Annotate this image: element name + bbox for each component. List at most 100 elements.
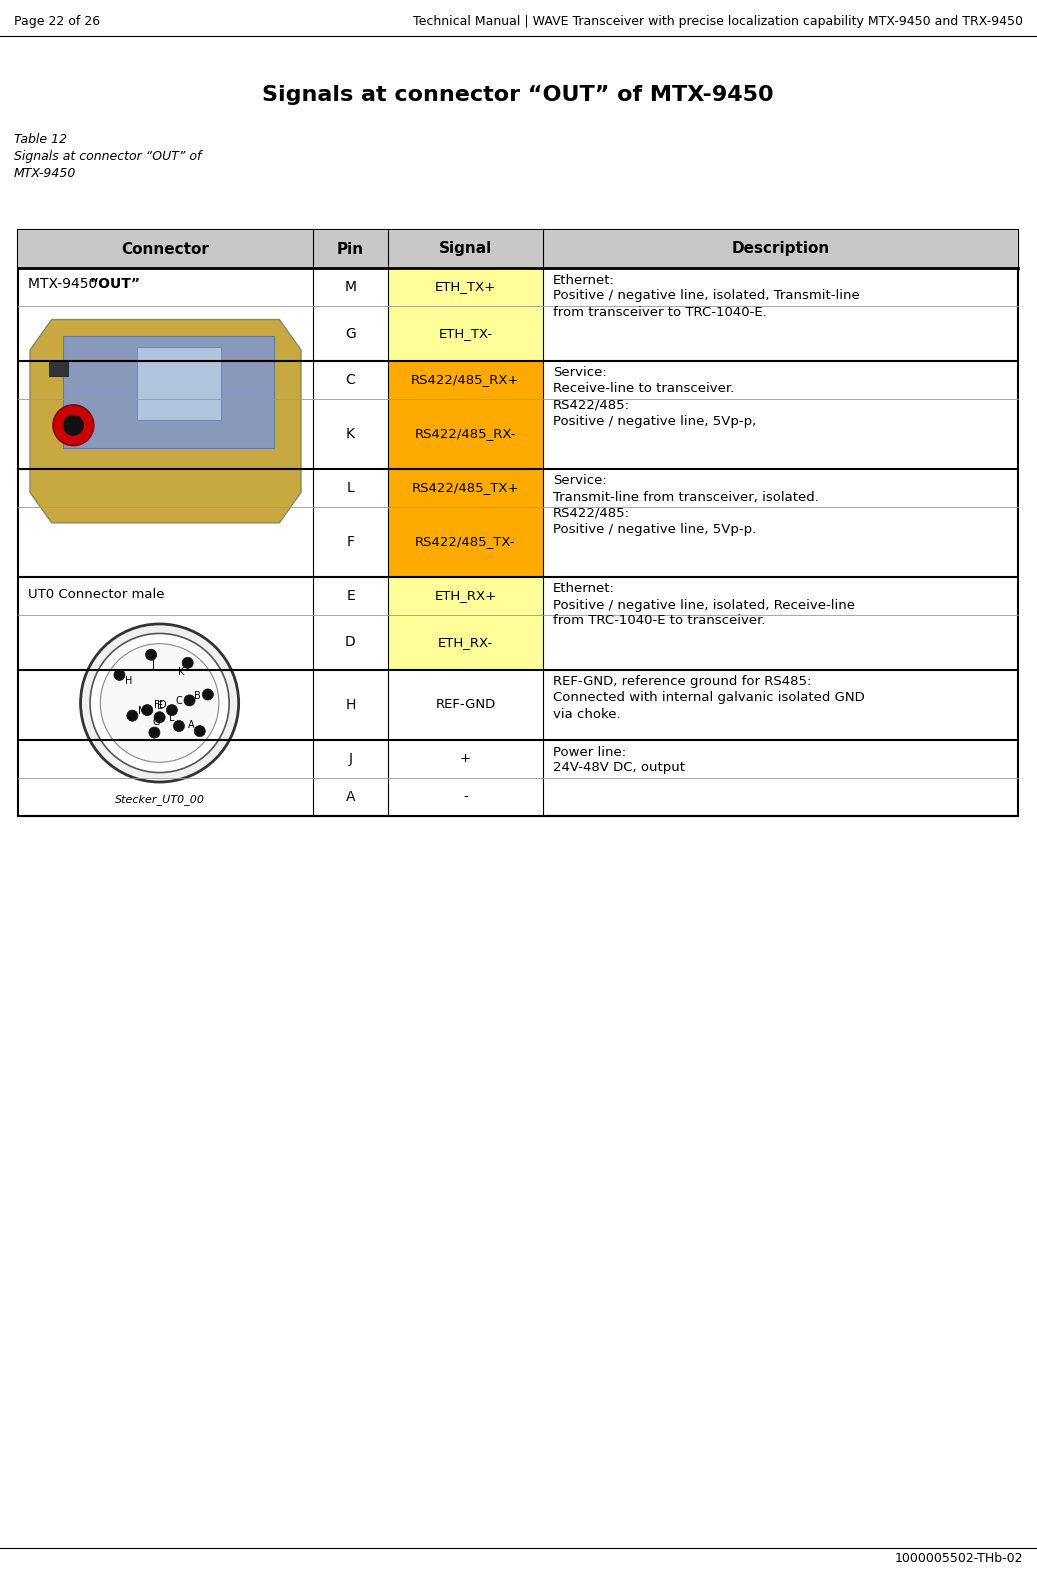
Text: from transceiver to TRC-1040-E.: from transceiver to TRC-1040-E.: [553, 306, 766, 319]
Bar: [388, 577, 543, 615]
Text: D: D: [345, 635, 356, 650]
Text: Signals at connector “OUT” of: Signals at connector “OUT” of: [15, 151, 201, 163]
Circle shape: [166, 704, 177, 715]
Text: J: J: [348, 752, 353, 766]
Text: G: G: [152, 717, 160, 726]
Text: E: E: [346, 588, 355, 602]
Text: RS422/485:: RS422/485:: [553, 507, 630, 519]
Text: Positive / negative line, isolated, Receive-line: Positive / negative line, isolated, Rece…: [553, 598, 854, 612]
Text: -: -: [464, 791, 468, 803]
Text: RS422/485_RX+: RS422/485_RX+: [412, 373, 520, 386]
Text: Service:: Service:: [553, 367, 607, 380]
Text: ETH_RX-: ETH_RX-: [438, 635, 494, 650]
Circle shape: [81, 624, 239, 781]
Text: RS422/485_TX+: RS422/485_TX+: [412, 482, 520, 494]
Text: K: K: [178, 667, 185, 676]
Text: RS422/485:: RS422/485:: [553, 399, 630, 411]
Bar: [388, 507, 543, 577]
Text: E: E: [157, 701, 163, 711]
Bar: [18, 231, 1018, 816]
Circle shape: [202, 689, 214, 700]
Text: Pin: Pin: [337, 242, 364, 256]
Text: Ethernet:: Ethernet:: [553, 273, 615, 287]
Polygon shape: [30, 320, 301, 522]
Circle shape: [183, 657, 193, 668]
Text: D: D: [159, 700, 166, 709]
Text: Service:: Service:: [553, 474, 607, 488]
Bar: [388, 306, 543, 361]
Bar: [62, 336, 274, 447]
Text: Connected with internal galvanic isolated GND: Connected with internal galvanic isolate…: [553, 692, 865, 704]
Text: M: M: [138, 706, 146, 715]
Text: Power line:: Power line:: [553, 745, 626, 758]
Text: UT0 Connector male: UT0 Connector male: [28, 588, 165, 601]
Text: Description: Description: [731, 242, 830, 256]
Bar: [388, 670, 543, 741]
Text: ETH_TX-: ETH_TX-: [439, 326, 493, 340]
Text: Ethernet:: Ethernet:: [553, 582, 615, 596]
Circle shape: [194, 725, 205, 736]
Text: Page 22 of 26: Page 22 of 26: [15, 16, 101, 28]
Bar: [388, 741, 543, 778]
Bar: [49, 361, 68, 377]
Text: H: H: [345, 698, 356, 712]
Text: RS422/485_RX-: RS422/485_RX-: [415, 427, 516, 441]
Bar: [137, 347, 221, 419]
Bar: [388, 469, 543, 507]
Circle shape: [155, 712, 165, 723]
Text: B: B: [194, 692, 200, 701]
Text: ETH_TX+: ETH_TX+: [435, 281, 496, 293]
Circle shape: [142, 704, 152, 715]
Text: Receive-line to transceiver.: Receive-line to transceiver.: [553, 383, 734, 395]
Circle shape: [114, 670, 125, 681]
Circle shape: [63, 416, 84, 436]
Text: REF-GND: REF-GND: [436, 698, 496, 711]
Text: MTX-9450: MTX-9450: [28, 278, 102, 290]
Text: F: F: [346, 535, 355, 549]
Text: Technical Manual | WAVE Transceiver with precise localization capability MTX-945: Technical Manual | WAVE Transceiver with…: [413, 16, 1022, 28]
Text: Transmit-line from transceiver, isolated.: Transmit-line from transceiver, isolated…: [553, 491, 819, 504]
Bar: [388, 361, 543, 399]
Text: RS422/485_TX-: RS422/485_TX-: [415, 535, 515, 549]
Text: L: L: [346, 482, 355, 494]
Text: Positive / negative line, isolated, Transmit-line: Positive / negative line, isolated, Tran…: [553, 290, 860, 303]
Text: A: A: [345, 791, 356, 803]
Bar: [388, 615, 543, 670]
Text: Positive / negative line, 5Vp-p,: Positive / negative line, 5Vp-p,: [553, 414, 756, 427]
Bar: [388, 268, 543, 306]
Text: A: A: [188, 720, 194, 730]
Text: Connector: Connector: [121, 242, 209, 256]
Text: H: H: [124, 676, 132, 686]
Text: G: G: [345, 326, 356, 340]
Text: “OUT”: “OUT”: [90, 278, 141, 290]
Circle shape: [90, 634, 229, 772]
Text: Table 12: Table 12: [15, 133, 67, 146]
Text: J: J: [151, 661, 155, 670]
Text: REF-GND, reference ground for RS485:: REF-GND, reference ground for RS485:: [553, 676, 811, 689]
Circle shape: [53, 405, 93, 446]
Text: MTX-9450: MTX-9450: [15, 166, 77, 180]
Text: 1000005502-THb-02: 1000005502-THb-02: [895, 1552, 1022, 1564]
Circle shape: [127, 711, 138, 722]
Circle shape: [173, 720, 185, 731]
Circle shape: [145, 650, 157, 661]
Text: Positive / negative line, 5Vp-p.: Positive / negative line, 5Vp-p.: [553, 522, 756, 535]
Text: M: M: [344, 279, 357, 293]
Text: C: C: [345, 373, 356, 388]
Bar: [388, 399, 543, 469]
Text: Stecker_UT0_00: Stecker_UT0_00: [115, 794, 204, 805]
Text: via choke.: via choke.: [553, 708, 620, 720]
Bar: [18, 231, 1018, 268]
Text: ETH_RX+: ETH_RX+: [435, 590, 497, 602]
Circle shape: [101, 643, 219, 763]
Bar: [388, 778, 543, 816]
Text: L: L: [169, 712, 175, 723]
Text: Signal: Signal: [439, 242, 493, 256]
Text: F: F: [153, 700, 160, 709]
Circle shape: [149, 726, 160, 737]
Text: C: C: [175, 697, 183, 706]
Text: from TRC-1040-E to transceiver.: from TRC-1040-E to transceiver.: [553, 615, 765, 628]
Circle shape: [184, 695, 195, 706]
Text: 24V-48V DC, output: 24V-48V DC, output: [553, 761, 685, 775]
Text: K: K: [346, 427, 355, 441]
